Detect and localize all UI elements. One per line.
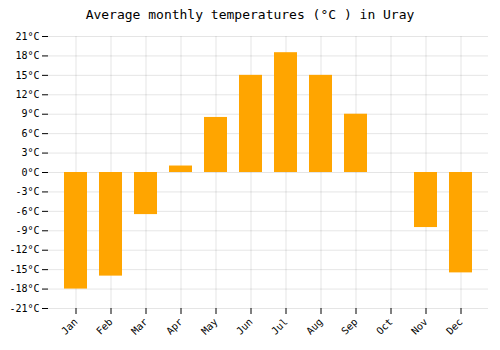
html-text:Average monthly temperatures (: Average monthly temperatures (°C ) in Ur…	[85, 7, 415, 22]
svg-text:-12°C: -12°C	[9, 244, 39, 255]
svg-text:Feb: Feb	[94, 316, 115, 337]
svg-text:Apr: Apr	[164, 316, 185, 337]
svg-text:21°C: 21°C	[15, 31, 39, 42]
svg-text:6°C: 6°C	[21, 128, 39, 139]
svg-text:15°C: 15°C	[15, 70, 39, 81]
svg-text:-3°C: -3°C	[15, 186, 39, 197]
svg-text:May: May	[199, 316, 220, 337]
svg-text:9°C: 9°C	[21, 108, 39, 119]
svg-text:3°C: 3°C	[21, 147, 39, 158]
svg-text:-9°C: -9°C	[15, 225, 39, 236]
svg-text:12°C: 12°C	[15, 89, 39, 100]
svg-text:Jun: Jun	[234, 316, 255, 337]
svg-text:Mar: Mar	[129, 316, 150, 337]
svg-text:Nov: Nov	[409, 316, 430, 337]
svg-text:0°C: 0°C	[21, 167, 39, 178]
svg-text:Sep: Sep	[339, 316, 360, 337]
svg-text:Oct: Oct	[374, 316, 395, 337]
svg-text:Jul: Jul	[269, 316, 290, 337]
svg-text:Aug: Aug	[304, 316, 325, 337]
svg-text:-6°C: -6°C	[15, 206, 39, 217]
svg-text:18°C: 18°C	[15, 50, 39, 61]
svg-text:-21°C: -21°C	[9, 303, 39, 314]
svg-text:Jan: Jan	[59, 316, 80, 337]
svg-text:-15°C: -15°C	[9, 264, 39, 275]
svg-text:Dec: Dec	[444, 316, 465, 337]
svg-text:-18°C: -18°C	[9, 283, 39, 294]
